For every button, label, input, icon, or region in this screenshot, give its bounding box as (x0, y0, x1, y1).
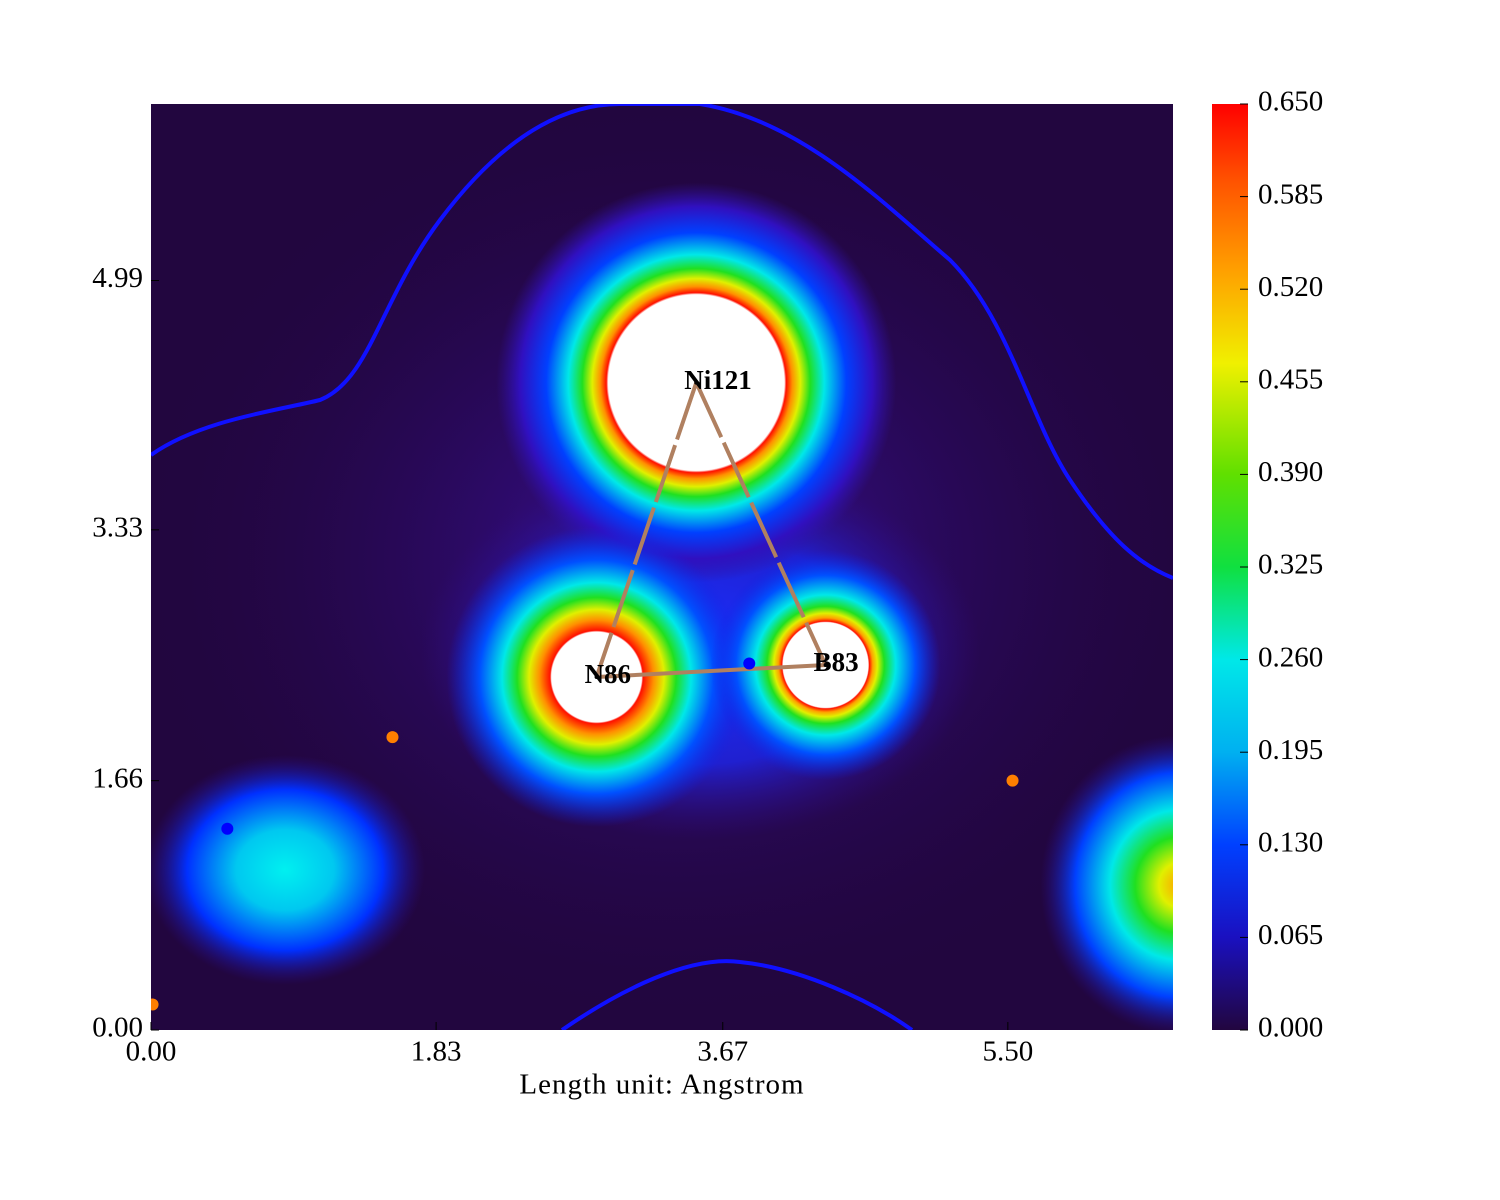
colorbar-tick-label: 0.130 (1258, 826, 1323, 858)
atom-label: B83 (814, 647, 859, 677)
y-tick-label: 1.66 (92, 762, 143, 794)
bond-path (596, 663, 826, 680)
atom (694, 380, 699, 385)
x-tick-label: 0.00 (126, 1036, 177, 1068)
colorbar-tick-label: 0.520 (1258, 271, 1323, 303)
colorbar-tick-label: 0.065 (1258, 919, 1323, 951)
colorbar-tick-label: 0.195 (1258, 734, 1323, 766)
y-tick-label: 0.00 (92, 1012, 143, 1044)
x-tick-label: 3.67 (697, 1036, 748, 1068)
critical-point (386, 731, 399, 744)
atom-label: Ni121 (684, 365, 752, 395)
x-axis-label: Length unit: Angstrom (519, 1069, 804, 1101)
critical-point (743, 657, 756, 670)
critical-point (1006, 774, 1019, 787)
y-tick-label: 4.99 (92, 262, 143, 294)
contour-line (151, 104, 1173, 580)
atom-label: N86 (585, 659, 632, 689)
critical-point (221, 822, 234, 835)
bond-path (594, 381, 699, 678)
critical-point (151, 998, 159, 1011)
colorbar-tick-label: 0.325 (1258, 549, 1323, 581)
atom (594, 675, 599, 680)
y-tick-label: 3.33 (92, 511, 143, 543)
x-tick-label: 5.50 (982, 1036, 1033, 1068)
x-tick-label: 1.83 (411, 1036, 462, 1068)
field-shade (151, 755, 425, 985)
bond-path (694, 381, 828, 666)
colorbar-tick-label: 0.000 (1258, 1012, 1323, 1044)
contour-line (560, 959, 914, 1030)
atom (823, 663, 828, 668)
colorbar-tick-label: 0.455 (1258, 363, 1323, 395)
field (151, 104, 1173, 1030)
colorbar-tick-label: 0.390 (1258, 456, 1323, 488)
colorbar-tick-label: 0.260 (1258, 641, 1323, 673)
colorbar-tick-label: 0.585 (1258, 178, 1323, 210)
field-shade (1040, 735, 1173, 1030)
colorbar-tick-label: 0.650 (1258, 86, 1323, 118)
